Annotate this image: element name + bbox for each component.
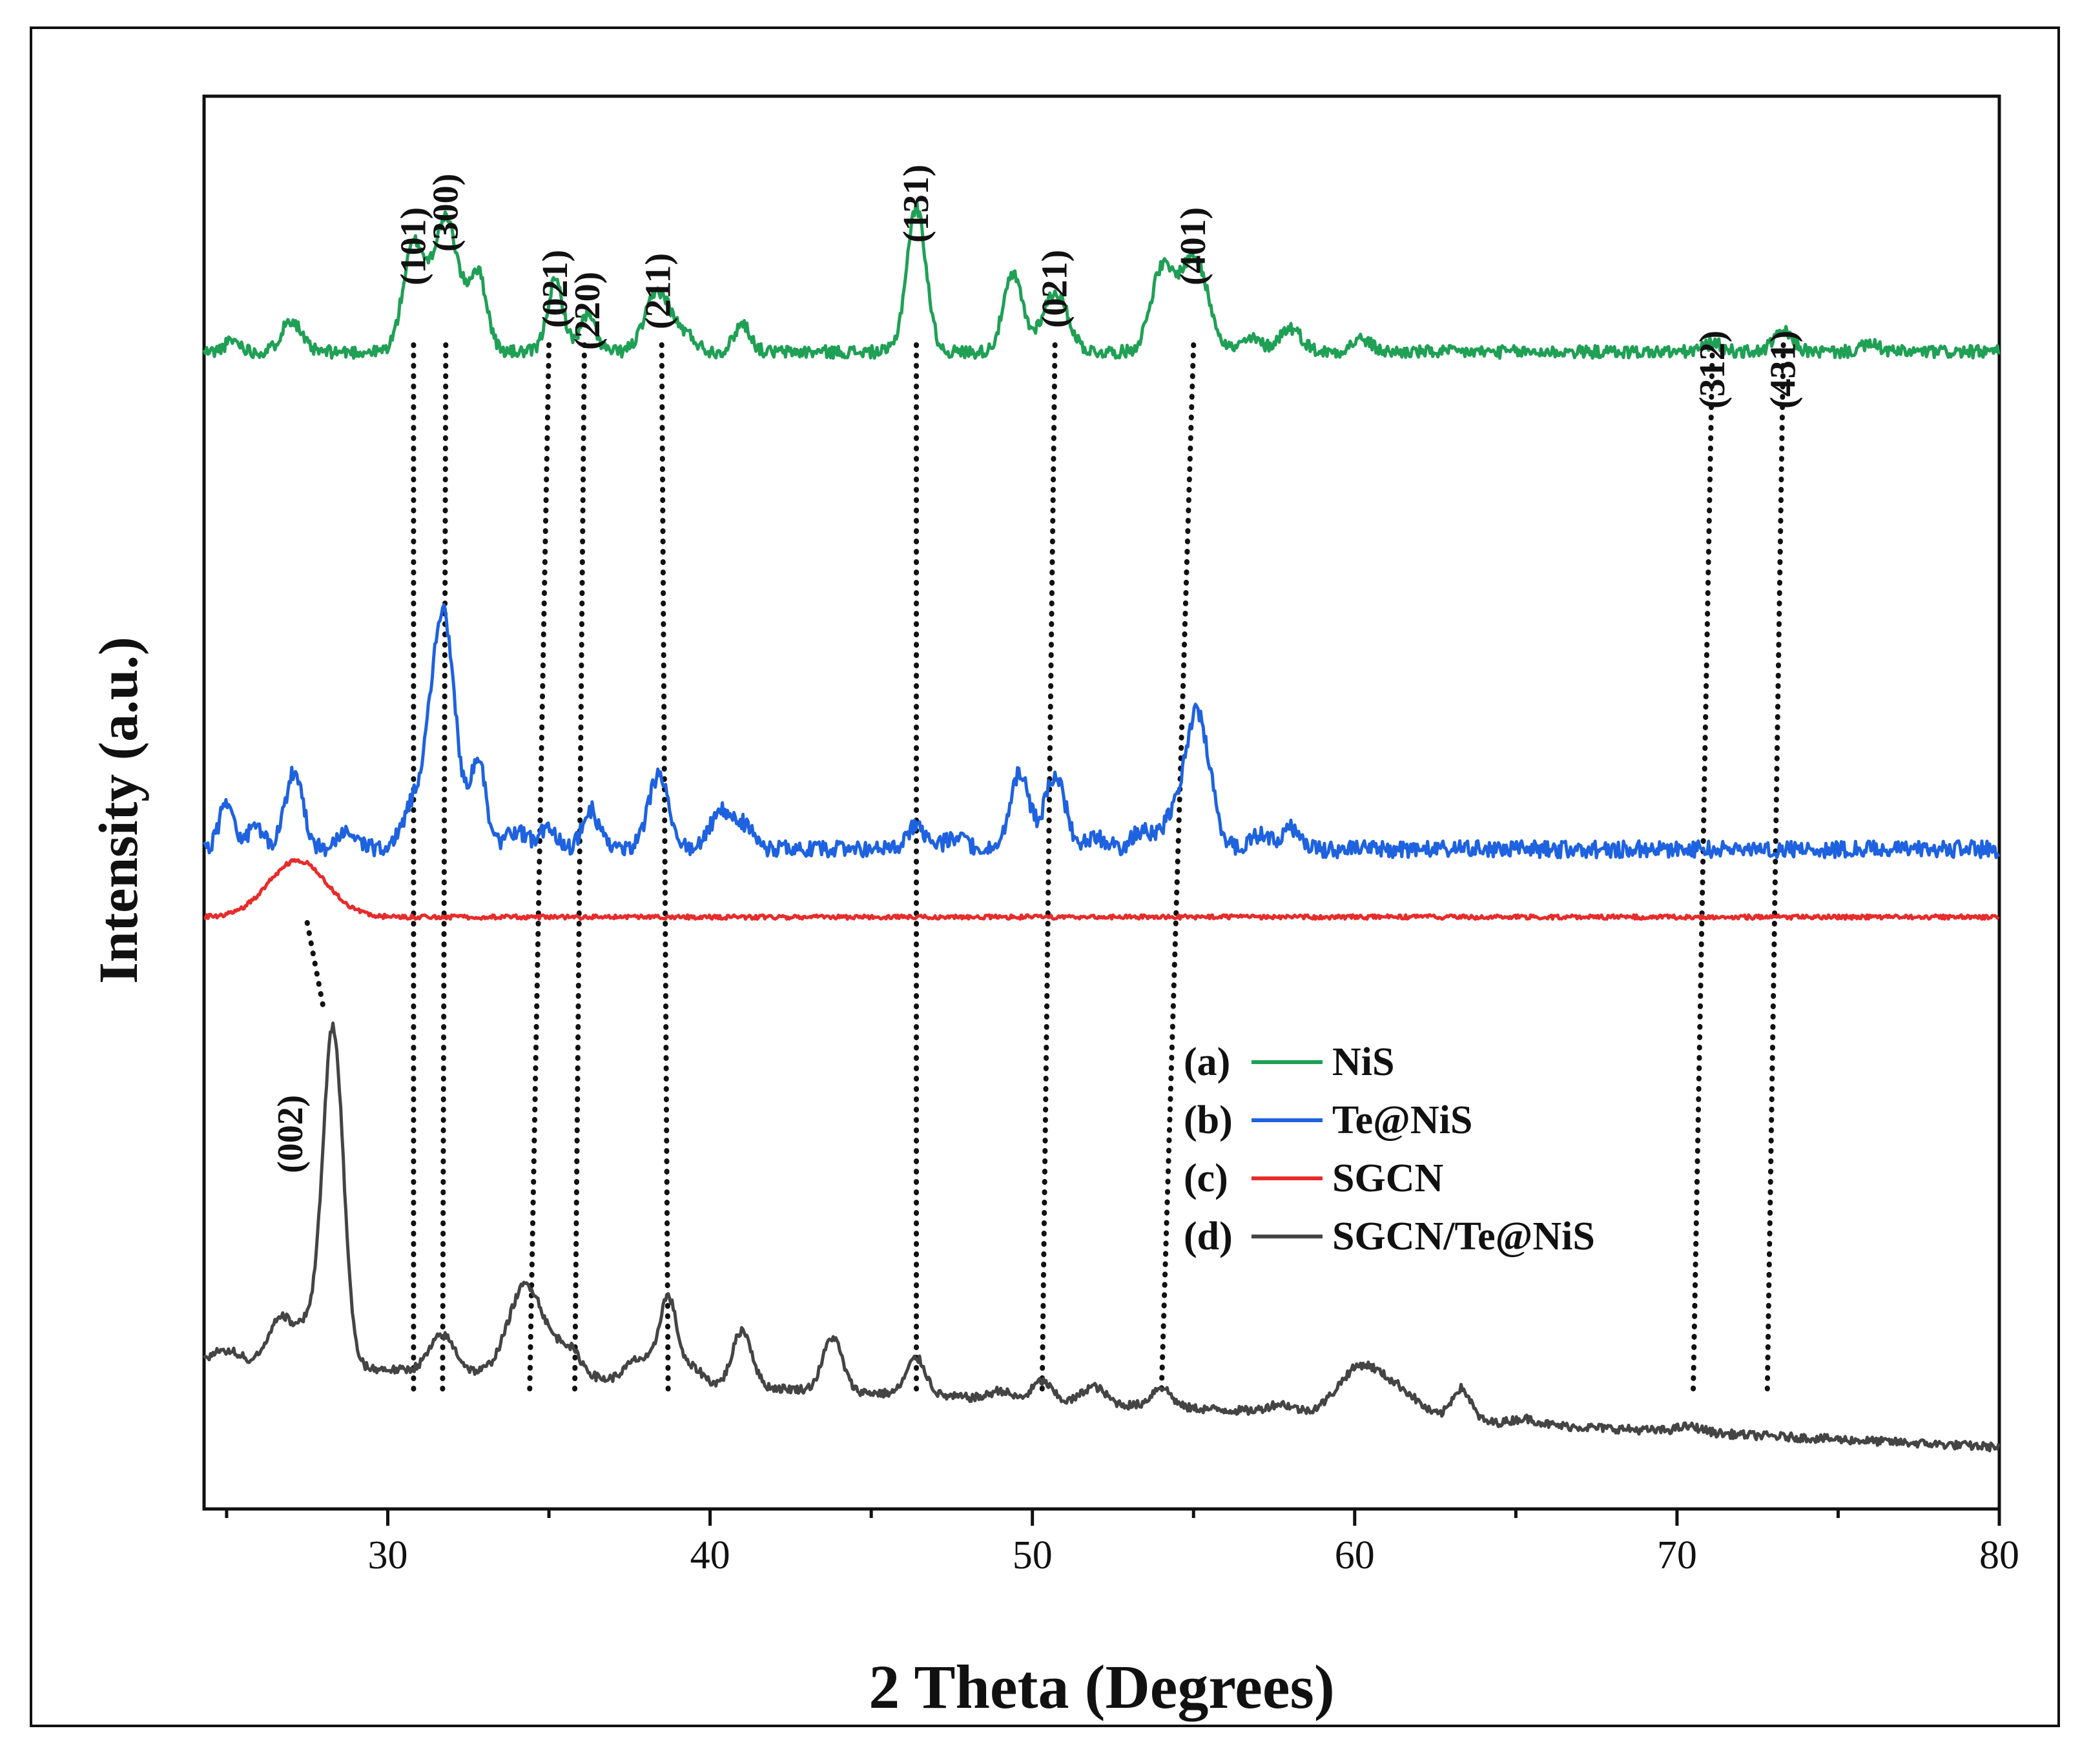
peak-label: (002)	[271, 1095, 311, 1173]
series-line-2	[202, 603, 2001, 859]
series-line-1	[202, 201, 2001, 360]
legend-label: NiS	[1332, 1040, 1394, 1084]
peak-label: (401)	[1173, 207, 1213, 285]
dotted-guide-line	[1764, 342, 1786, 1399]
x-axis-label: 2 Theta (Degrees)	[869, 1652, 1335, 1721]
peak-label: (021)	[1035, 250, 1075, 328]
dotted-guide-line	[440, 342, 449, 1399]
dotted-guide-line	[1039, 342, 1058, 1399]
dotted-guide-line	[572, 342, 587, 1399]
x-tick-label: 30	[367, 1533, 407, 1577]
x-tick-label: 80	[1979, 1533, 2019, 1577]
peak-label: (021)	[535, 250, 575, 328]
plot-area-border	[202, 94, 2001, 1511]
legend-label: Te@NiS	[1332, 1098, 1472, 1142]
legend-prefix: (d)	[1184, 1215, 1233, 1258]
peak-annotations: (101)(300)(021)(220) (211)(131)(021)(401)…	[271, 165, 1804, 1173]
dotted-guide-line	[304, 919, 326, 1010]
dotted-guide-line	[1690, 342, 1715, 1399]
legend: (a) NiS (b) Te@NiS (c) SGCN (d) SGCN/Te@NiS	[1184, 1040, 1595, 1258]
peak-label: (211)	[639, 253, 679, 329]
xrd-chart: 30 40 50 60 70 80 (101)(300)(021)(220) (211)(1…	[87, 94, 2019, 1721]
peak-label: (300)	[426, 174, 466, 252]
legend-label: SGCN	[1332, 1156, 1443, 1200]
legend-prefix: (b)	[1184, 1098, 1233, 1142]
x-axis-ticks: 30 40 50 60 70 80	[225, 1509, 2019, 1577]
legend-prefix: (c)	[1184, 1156, 1228, 1200]
peak-label: (131)	[896, 165, 936, 243]
legend-prefix: (a)	[1184, 1040, 1230, 1084]
dotted-guide-line	[659, 342, 671, 1399]
series-line-3	[203, 857, 2000, 921]
series-line-4	[203, 1021, 2001, 1453]
dotted-guides	[304, 342, 1786, 1399]
peak-label: (431)	[1764, 331, 1804, 409]
legend-label: SGCN/Te@NiS	[1332, 1215, 1595, 1258]
x-tick-label: 40	[690, 1533, 730, 1577]
figure-frame: 30 40 50 60 70 80 (101) (300) (021) (220) (211) (1…	[30, 26, 2060, 1727]
y-axis-label: Intensity (a.u.)	[87, 637, 149, 984]
series-group	[202, 201, 2001, 1453]
peak-label: (220)	[568, 272, 608, 350]
dotted-guide-line	[527, 342, 552, 1399]
x-tick-label: 50	[1013, 1533, 1053, 1577]
x-tick-label: 60	[1335, 1533, 1375, 1577]
x-tick-label: 70	[1657, 1533, 1697, 1577]
peak-label: (101)	[393, 207, 433, 285]
dotted-guide-line	[1159, 342, 1197, 1399]
peak-label: (312)	[1693, 331, 1733, 409]
